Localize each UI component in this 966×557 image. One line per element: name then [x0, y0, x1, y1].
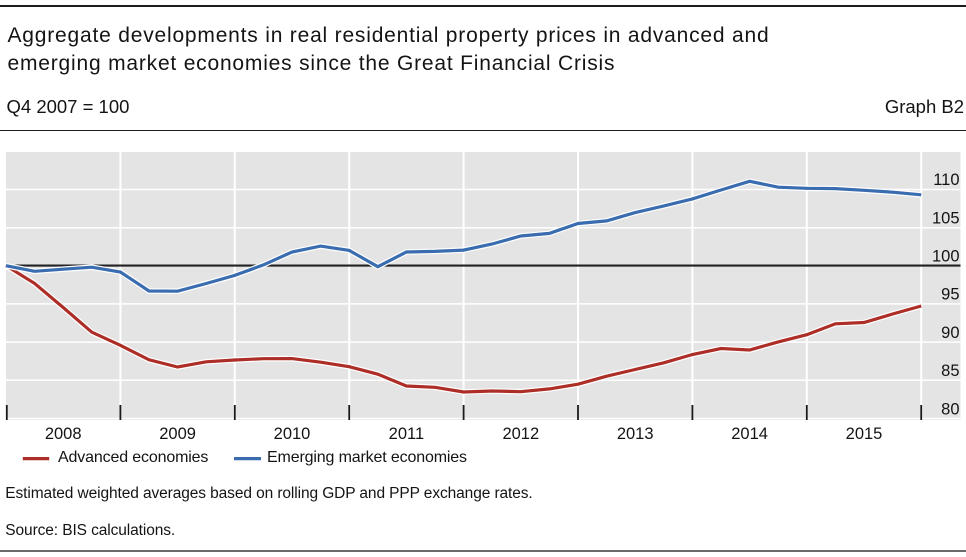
- svg-text:90: 90: [941, 324, 959, 342]
- svg-text:95: 95: [941, 286, 959, 304]
- svg-text:2012: 2012: [502, 425, 539, 443]
- svg-text:85: 85: [941, 362, 959, 380]
- svg-text:2014: 2014: [731, 425, 768, 443]
- svg-text:105: 105: [932, 209, 960, 227]
- svg-text:110: 110: [933, 171, 959, 189]
- svg-text:2013: 2013: [617, 425, 654, 443]
- svg-text:2009: 2009: [159, 425, 196, 443]
- svg-text:2010: 2010: [274, 425, 311, 443]
- svg-text:2008: 2008: [45, 425, 82, 443]
- svg-text:80: 80: [941, 400, 959, 418]
- svg-text:2011: 2011: [389, 425, 424, 443]
- svg-text:100: 100: [932, 248, 960, 266]
- svg-text:2015: 2015: [846, 425, 883, 443]
